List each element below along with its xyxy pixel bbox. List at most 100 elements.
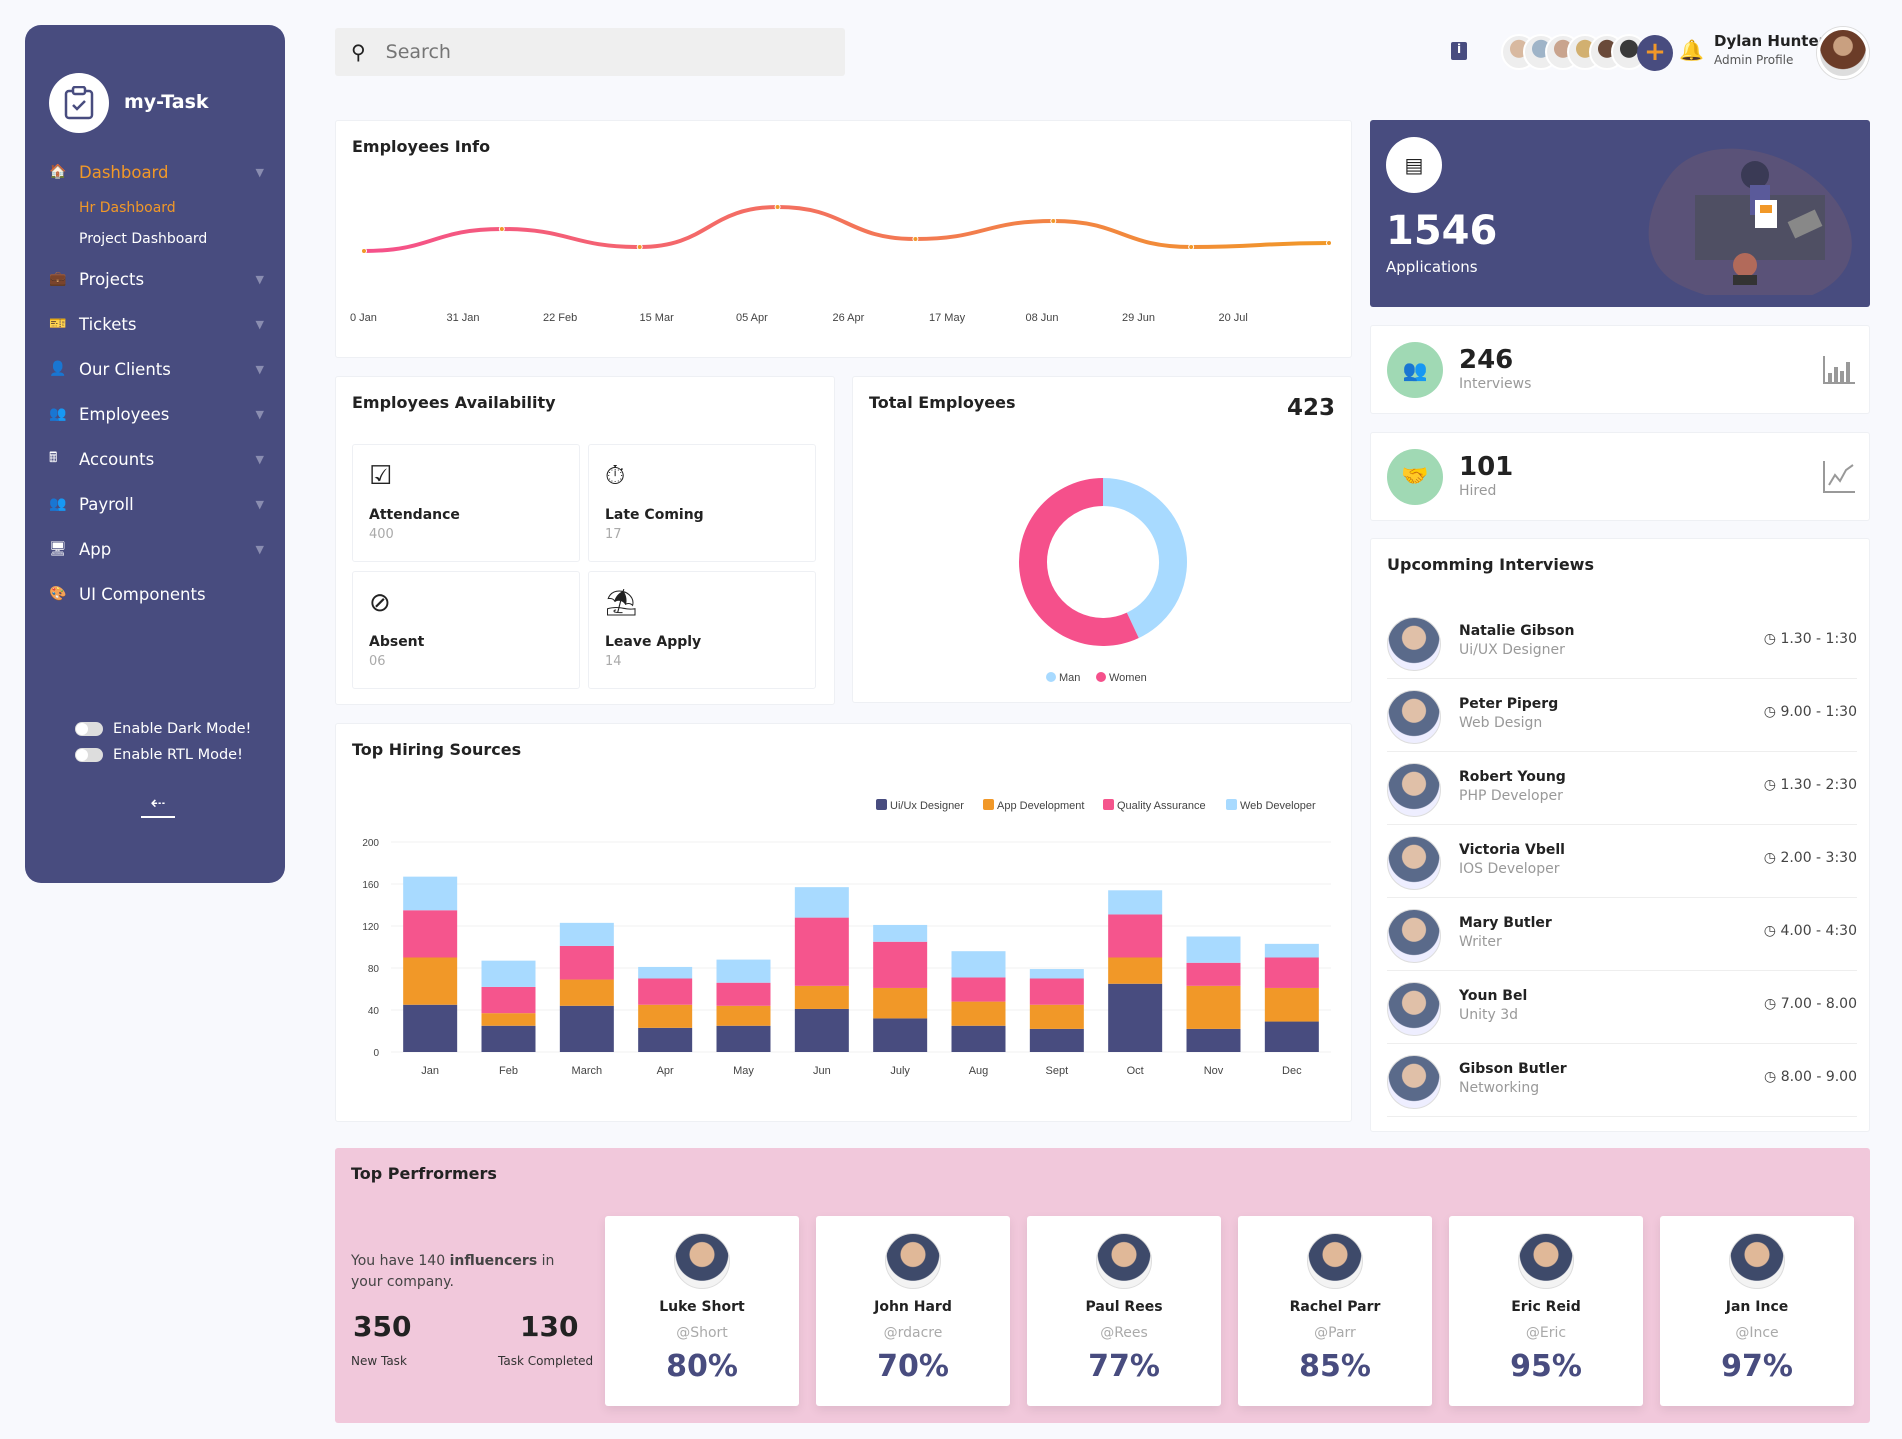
check-square-icon: ☑ — [369, 461, 393, 491]
availability-tile-attendance[interactable]: ☑ Attendance 400 — [352, 444, 580, 562]
line-point — [1326, 240, 1332, 246]
availability-tile-absent[interactable]: ⊘ Absent 06 — [352, 571, 580, 689]
performer-card[interactable]: Eric Reid @Eric 95% — [1449, 1216, 1643, 1406]
bar-web-developer — [794, 887, 849, 918]
sidebar-sub-project-dashboard[interactable]: Project Dashboard — [79, 231, 208, 247]
ban-icon: ⊘ — [369, 588, 391, 618]
bar-web-developer — [873, 924, 928, 942]
legend-marker — [1103, 799, 1114, 810]
new-task-label: New Task — [351, 1354, 407, 1368]
interview-item[interactable]: Victoria Vbell IOS Developer ◷ 2.00 - 3:30 — [1387, 826, 1857, 898]
hired-label: Hired — [1459, 483, 1497, 499]
task-completed-label: Task Completed — [498, 1354, 594, 1368]
monitor-icon: 🖥 — [49, 541, 67, 557]
bar-web-developer — [403, 876, 458, 911]
bar-quality-assurance — [559, 945, 614, 980]
x-tick-label: Jan — [421, 1065, 439, 1077]
sidebar-item-accounts[interactable]: 🖩 Accounts ▼ — [49, 444, 264, 474]
x-tick-label: 31 Jan — [447, 312, 480, 324]
x-tick-label: 05 Apr — [736, 312, 768, 324]
rtl-mode-toggle[interactable]: Enable RTL Mode! — [75, 747, 243, 763]
bar-ui-ux-designer — [873, 1018, 928, 1052]
interview-item[interactable]: Peter Piperg Web Design ◷ 9.00 - 1:30 — [1387, 680, 1857, 752]
chevron-down-icon: ▼ — [255, 272, 264, 286]
toggle-switch[interactable] — [75, 748, 103, 762]
add-member-button[interactable]: + — [1637, 35, 1673, 71]
dark-mode-toggle[interactable]: Enable Dark Mode! — [75, 721, 251, 737]
bar-quality-assurance — [481, 986, 536, 1014]
bell-icon[interactable]: 🔔 — [1679, 38, 1704, 62]
sidebar-sub-hr-dashboard[interactable]: Hr Dashboard — [79, 200, 176, 216]
user-name[interactable]: Dylan Hunter — [1714, 32, 1827, 50]
top-performers-card: Top Perfrormers You have 140 influencers… — [335, 1148, 1870, 1423]
performer-name: Luke Short — [659, 1299, 745, 1315]
legend-marker — [983, 799, 994, 810]
performer-handle: @Eric — [1525, 1325, 1567, 1341]
interview-item[interactable]: Mary Butler Writer ◷ 4.00 - 4:30 — [1387, 899, 1857, 971]
bar-web-developer — [1186, 936, 1241, 963]
bar-ui-ux-designer — [403, 1004, 458, 1052]
interview-item[interactable]: Natalie Gibson Ui/UX Designer ◷ 1.30 - 1:3… — [1387, 607, 1857, 679]
performer-percent: 80% — [666, 1349, 738, 1384]
collapse-arrow-icon[interactable]: ⇠ — [141, 793, 175, 818]
avatar[interactable] — [1817, 27, 1869, 79]
sidebar-item-employees[interactable]: 👥 Employees ▼ — [49, 399, 264, 429]
performer-card[interactable]: Jan Ince @Ince 97% — [1660, 1216, 1854, 1406]
sidebar-item-app[interactable]: 🖥 App ▼ — [49, 534, 264, 564]
sidebar-item-label: Payroll — [79, 494, 134, 514]
bar-app-development — [794, 985, 849, 1009]
bar-chart: 0 40 80 120 160 200 Jan Feb March Apr May Jun July Au… — [362, 799, 1331, 1077]
interview-time: ◷ 4.00 - 4:30 — [1764, 923, 1857, 939]
legend-marker — [1046, 672, 1056, 682]
performer-percent: 85% — [1299, 1349, 1371, 1384]
sidebar-item-projects[interactable]: 💼 Projects ▼ — [49, 264, 264, 294]
total-employees-card: Total Employees 423 Man Women — [852, 376, 1352, 703]
legend-label: Quality Assurance — [1117, 800, 1206, 812]
sidebar-item-dashboard[interactable]: 🏠 Dashboard ▼ — [49, 157, 264, 187]
performer-card[interactable]: Luke Short @Short 80% — [605, 1216, 799, 1406]
y-tick-label: 80 — [368, 964, 380, 975]
search-bar[interactable]: ⚲ — [335, 28, 845, 76]
intro-text: in your company. — [351, 1253, 555, 1290]
sidebar-item-tickets[interactable]: 🎫 Tickets ▼ — [49, 309, 264, 339]
avatar — [885, 1233, 941, 1289]
line-point — [636, 244, 643, 250]
performer-name: Eric Reid — [1511, 1299, 1581, 1315]
clipboard-check-icon[interactable] — [49, 73, 109, 133]
performer-card[interactable]: John Hard @rdacre 70% — [816, 1216, 1010, 1406]
bar-app-development — [1264, 987, 1319, 1022]
intro-bold: influencers — [449, 1253, 538, 1269]
sidebar-item-our-clients[interactable]: 👤 Our Clients ▼ — [49, 354, 264, 384]
y-tick-label: 120 — [362, 922, 379, 933]
availability-tile-leave-apply[interactable]: ⛱ Leave Apply 14 — [588, 571, 816, 689]
interview-item[interactable]: Gibson Butler Networking ◷ 8.00 - 9.00 — [1387, 1045, 1857, 1117]
sidebar-item-ui-components[interactable]: 🎨 UI Components — [49, 579, 264, 609]
card-title: Top Hiring Sources — [352, 740, 522, 759]
sidebar-item-label: Our Clients — [79, 359, 171, 379]
total-employees-count: 423 — [1286, 395, 1335, 421]
info-icon[interactable]: i — [1451, 42, 1467, 60]
x-tick-label: 0 Jan — [350, 312, 377, 324]
search-input[interactable] — [385, 41, 629, 63]
performer-card[interactable]: Rachel Parr @Parr 85% — [1238, 1216, 1432, 1406]
line-point — [498, 226, 505, 232]
bar-quality-assurance — [1108, 914, 1163, 958]
rtl-mode-label: Enable RTL Mode! — [113, 747, 243, 763]
clock-icon: ◷ — [1763, 850, 1781, 866]
availability-tile-late-coming[interactable]: ⏱ Late Coming 17 — [588, 444, 816, 562]
card-title: Employees Info — [352, 137, 491, 156]
performer-card[interactable]: Paul Rees @Rees 77% — [1027, 1216, 1221, 1406]
sidebar-item-payroll[interactable]: 👥 Payroll ▼ — [49, 489, 264, 519]
x-tick-label: Jun — [813, 1065, 831, 1077]
bar-quality-assurance — [638, 978, 693, 1005]
performer-handle: @Ince — [1735, 1325, 1779, 1341]
line-point — [774, 204, 781, 210]
toggle-switch[interactable] — [75, 722, 103, 736]
interview-item[interactable]: Youn Bel Unity 3d ◷ 7.00 - 8.00 — [1387, 972, 1857, 1044]
avatar — [1387, 763, 1441, 817]
bar-ui-ux-designer — [716, 1025, 771, 1052]
interview-item[interactable]: Robert Young PHP Developer ◷ 1.30 - 2:30 — [1387, 753, 1857, 825]
chevron-down-icon: ▼ — [255, 165, 264, 179]
brand-name[interactable]: my-Task — [124, 91, 209, 113]
bar-quality-assurance — [403, 910, 458, 958]
